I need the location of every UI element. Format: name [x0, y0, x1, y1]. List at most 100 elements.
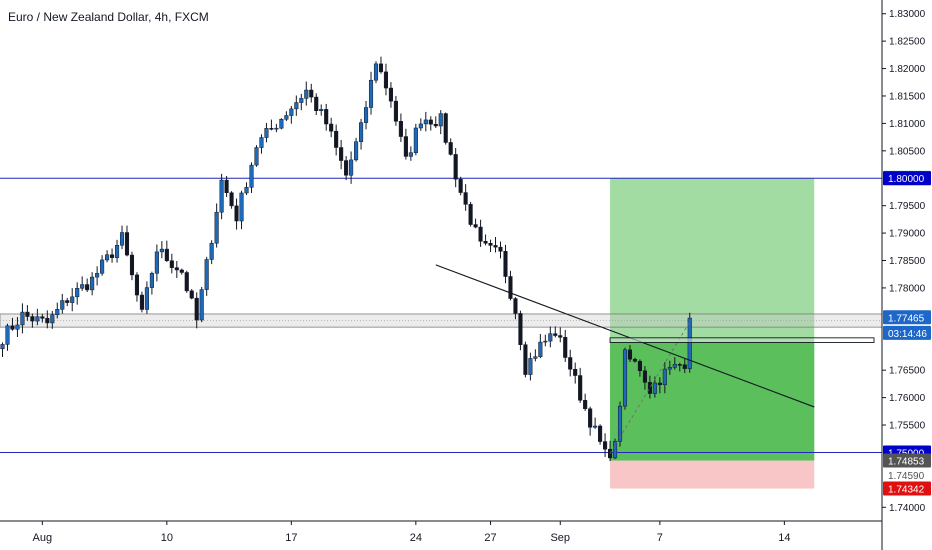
candle-body [5, 325, 10, 345]
candle-body [234, 205, 239, 222]
price-label-badge [883, 467, 931, 482]
candle-body [393, 100, 398, 122]
candle-body [478, 226, 483, 242]
candle-body [632, 358, 638, 362]
zones-layer [0, 177, 883, 453]
candle-body [563, 337, 568, 358]
candle-body [363, 107, 369, 123]
price-tick-label: 1.76000 [889, 393, 926, 404]
drawings-layer[interactable] [435, 264, 875, 454]
candle-body [543, 340, 548, 343]
candle-body [553, 333, 558, 336]
candle-body [100, 259, 105, 274]
candle-body [50, 314, 55, 324]
candle-body [433, 123, 438, 127]
candle-body [418, 123, 423, 129]
candle-body [612, 441, 618, 459]
candle-body [204, 259, 209, 290]
candle-body [657, 382, 662, 386]
candle-body [498, 246, 503, 252]
price-label-badge [883, 453, 931, 468]
time-tick-label: 10 [161, 532, 173, 544]
candle-body [652, 382, 657, 394]
price-tick-label: 1.79500 [889, 201, 926, 212]
candle-body [398, 121, 403, 137]
candle-body [319, 109, 324, 111]
candle-body [214, 211, 219, 244]
candle-body [518, 313, 523, 345]
candle-body [583, 400, 588, 409]
candle-body [254, 147, 259, 166]
candle-body [453, 154, 458, 180]
candle-body [593, 425, 598, 428]
candle-body [428, 119, 433, 125]
price-label-text: 1.74590 [888, 471, 925, 482]
time-tick-label: 17 [285, 532, 297, 544]
candle-body [289, 108, 294, 116]
candle-body [468, 204, 473, 225]
candle-body [523, 344, 528, 375]
candle-body [199, 289, 204, 321]
candle-body [329, 123, 334, 132]
candle-body [209, 242, 214, 260]
candle-body [359, 122, 364, 142]
candle-body [279, 119, 284, 129]
candle-body [503, 251, 508, 277]
candle-body [448, 142, 453, 155]
candle-body [598, 425, 603, 442]
candle-body [388, 87, 393, 102]
price-tick-label: 1.79000 [889, 229, 926, 240]
candle-body [314, 96, 319, 111]
candle-body [443, 113, 448, 143]
price-label-badge [883, 325, 931, 340]
candle-body [15, 324, 20, 330]
candle-body [548, 333, 553, 342]
time-tick-label: Aug [33, 532, 53, 544]
candle-body [124, 232, 130, 256]
candle-body [538, 341, 543, 357]
candle-body [383, 71, 389, 89]
price-label-badge [883, 481, 931, 496]
price-tick-label: 1.74000 [889, 503, 926, 514]
candle-body [458, 178, 463, 193]
position-tool[interactable] [610, 177, 815, 489]
candles-layer [0, 56, 692, 462]
candle-body [114, 244, 120, 258]
time-tick-label: Sep [550, 532, 570, 544]
time-tick-label: 24 [410, 532, 422, 544]
time-tick-label: 7 [657, 532, 663, 544]
candle-body [299, 98, 304, 103]
candle-body [264, 128, 269, 138]
price-label-text: 03:14:46 [888, 329, 927, 340]
candle-body [0, 344, 5, 350]
price-tick-label: 1.82000 [889, 64, 926, 75]
projection-dashed-line [609, 321, 691, 454]
candle-body [373, 63, 379, 81]
candle-body [413, 127, 418, 153]
position-loss-zone [610, 460, 815, 489]
position-active-zone [610, 338, 815, 461]
price-tick-label: 1.83000 [889, 9, 926, 20]
candle-body [229, 192, 234, 207]
candle-body [60, 300, 65, 310]
candle-body [622, 349, 628, 407]
candle-body [483, 241, 488, 244]
candle-body [627, 349, 633, 360]
candle-body [513, 298, 518, 314]
candle-body [30, 316, 35, 322]
candle-body [10, 325, 15, 330]
candle-body [259, 137, 264, 148]
candle-body [179, 269, 184, 273]
candle-body [493, 245, 498, 248]
candle-body [344, 160, 349, 176]
candle-body [25, 311, 30, 317]
candle-body [603, 441, 608, 450]
candle-body [368, 79, 374, 108]
candle-body [75, 287, 80, 298]
candle-body [129, 254, 135, 276]
candle-body [224, 179, 229, 193]
price-tick-label: 1.81500 [889, 91, 926, 102]
candle-body [682, 364, 687, 369]
